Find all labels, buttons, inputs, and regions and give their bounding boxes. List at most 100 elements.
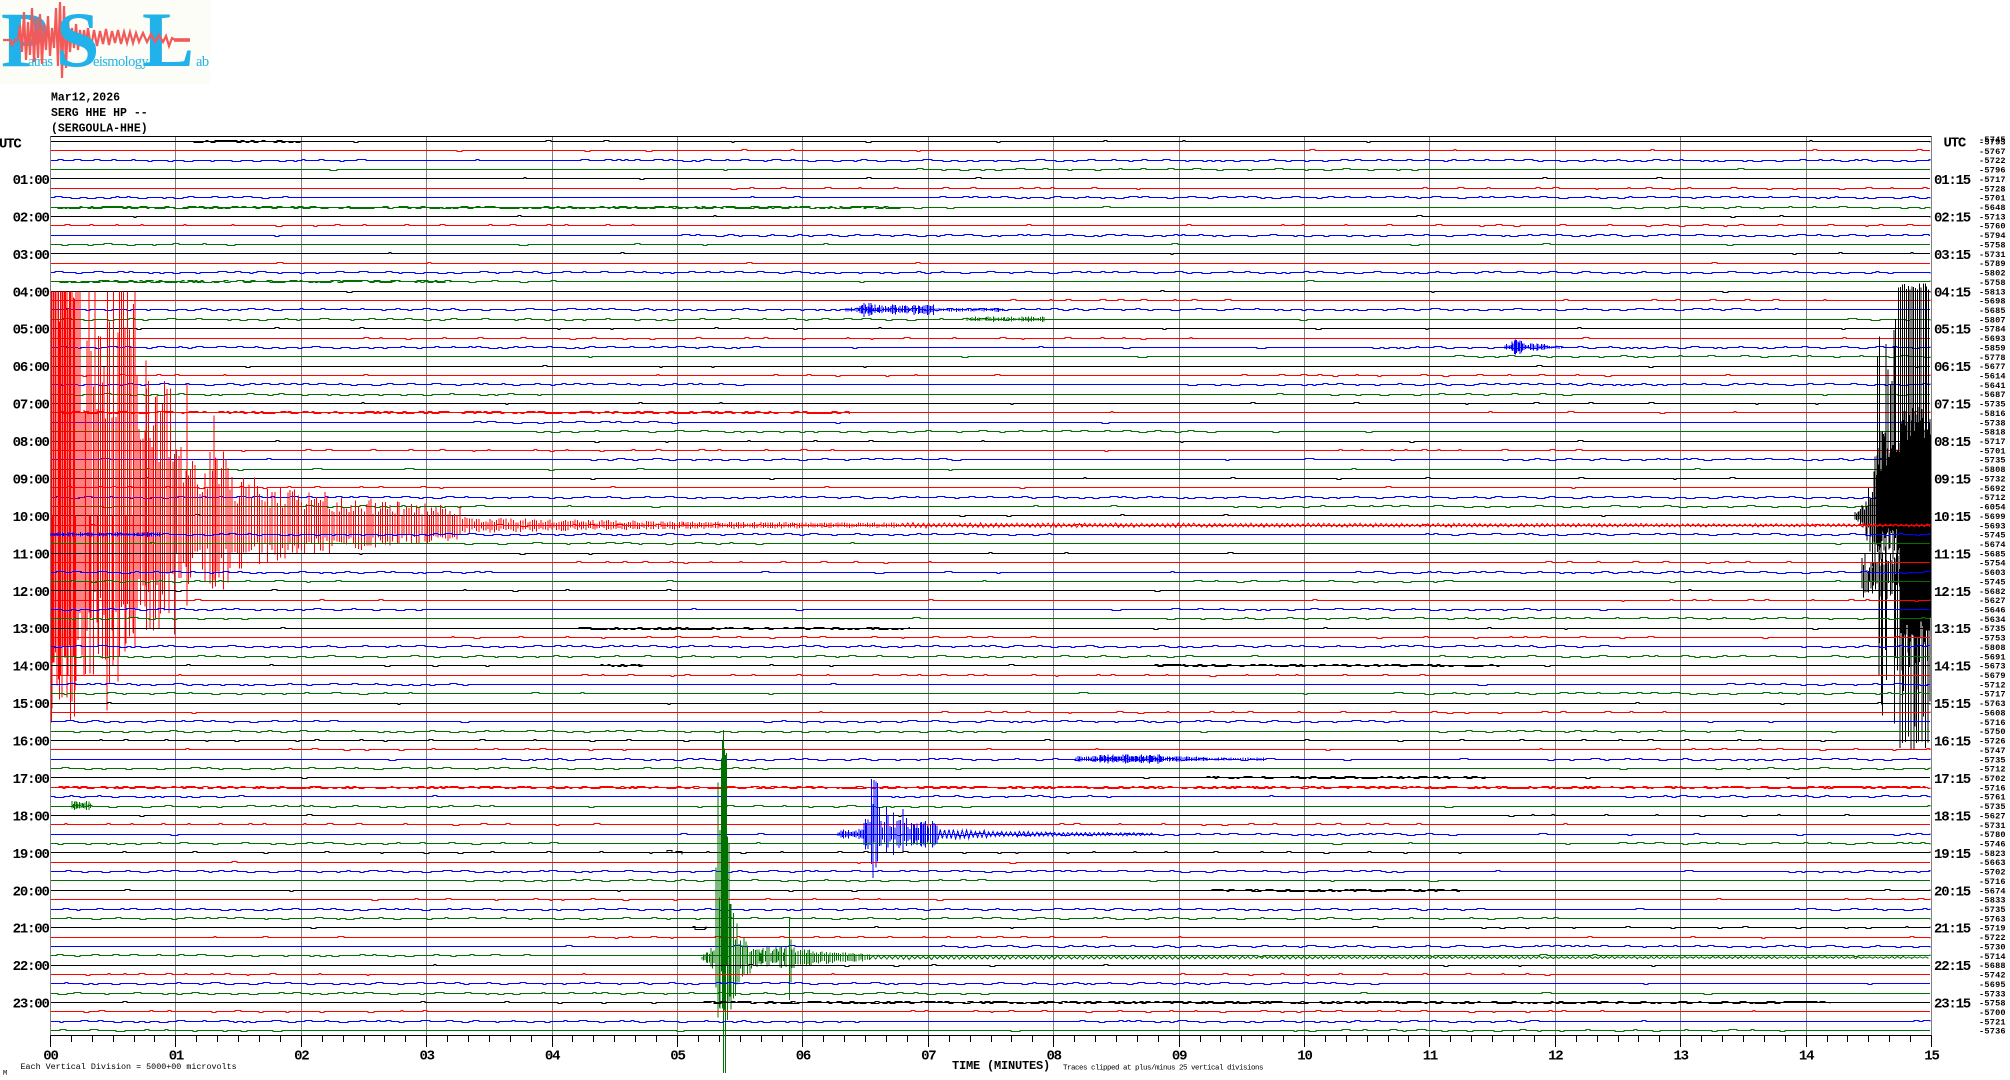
svg-text:-5726: -5726 xyxy=(1979,737,2006,747)
svg-text:-5745: -5745 xyxy=(1979,135,2006,145)
svg-text:02:15: 02:15 xyxy=(1934,210,1971,226)
svg-text:-5699: -5699 xyxy=(1979,512,2006,522)
svg-text:15: 15 xyxy=(1924,1049,1939,1065)
svg-text:-5719: -5719 xyxy=(1979,924,2006,934)
svg-text:-5745: -5745 xyxy=(1979,577,2006,587)
svg-text:00: 00 xyxy=(43,1049,58,1065)
svg-text:-5731: -5731 xyxy=(1979,250,2006,260)
svg-text:-5780: -5780 xyxy=(1979,830,2006,840)
svg-text:-5735: -5735 xyxy=(1979,755,2006,765)
svg-text:-5761: -5761 xyxy=(1979,793,2006,803)
svg-text:01:00: 01:00 xyxy=(13,173,50,189)
svg-text:TIME (MINUTES): TIME (MINUTES) xyxy=(952,1059,1050,1073)
svg-text:-5758: -5758 xyxy=(1979,999,2006,1009)
svg-text:-5717: -5717 xyxy=(1979,437,2006,447)
svg-text:-5687: -5687 xyxy=(1979,390,2006,400)
svg-text:02: 02 xyxy=(294,1049,309,1065)
svg-text:05:00: 05:00 xyxy=(13,323,50,339)
svg-text:-5693: -5693 xyxy=(1979,521,2006,531)
svg-text:-5701: -5701 xyxy=(1979,446,2006,456)
svg-text:-5717: -5717 xyxy=(1979,690,2006,700)
svg-text:11:15: 11:15 xyxy=(1934,547,1971,563)
svg-text:16:15: 16:15 xyxy=(1934,735,1971,751)
svg-text:14:00: 14:00 xyxy=(13,660,50,676)
svg-text:13:15: 13:15 xyxy=(1934,622,1971,638)
svg-text:08:00: 08:00 xyxy=(13,435,50,451)
svg-text:-5813: -5813 xyxy=(1979,287,2006,297)
svg-text:-5816: -5816 xyxy=(1979,409,2006,419)
svg-text:15:15: 15:15 xyxy=(1934,697,1971,713)
svg-text:eismology: eismology xyxy=(93,54,149,70)
svg-text:-5789: -5789 xyxy=(1979,259,2006,269)
svg-text:-5716: -5716 xyxy=(1979,783,2006,793)
svg-text:ab: ab xyxy=(196,54,209,70)
svg-text:-5808: -5808 xyxy=(1979,643,2006,653)
svg-text:-5673: -5673 xyxy=(1979,662,2006,672)
svg-text:-5735: -5735 xyxy=(1979,400,2006,410)
svg-text:-5691: -5691 xyxy=(1979,652,2006,662)
svg-text:12: 12 xyxy=(1548,1049,1563,1065)
svg-text:-5608: -5608 xyxy=(1979,709,2006,719)
svg-text:06:15: 06:15 xyxy=(1934,360,1971,376)
svg-text:-5823: -5823 xyxy=(1979,849,2006,859)
svg-text:-5713: -5713 xyxy=(1979,212,2006,222)
svg-text:-5731: -5731 xyxy=(1979,821,2006,831)
svg-text:15:00: 15:00 xyxy=(13,697,50,713)
svg-text:-5767: -5767 xyxy=(1979,147,2006,157)
svg-text:-5695: -5695 xyxy=(1979,980,2006,990)
svg-text:-5702: -5702 xyxy=(1979,868,2006,878)
svg-text:-5682: -5682 xyxy=(1979,587,2006,597)
svg-text:-5603: -5603 xyxy=(1979,568,2006,578)
svg-text:17:15: 17:15 xyxy=(1934,772,1971,788)
svg-text:-5747: -5747 xyxy=(1979,746,2006,756)
svg-text:-5722: -5722 xyxy=(1979,933,2006,943)
svg-text:20:15: 20:15 xyxy=(1934,884,1971,900)
svg-text:Mar12,2026: Mar12,2026 xyxy=(51,92,120,105)
svg-text:-5714: -5714 xyxy=(1979,952,2006,962)
svg-text:06: 06 xyxy=(796,1049,811,1065)
svg-text:Each Vertical Division = 5000+: Each Vertical Division = 5000+00 microvo… xyxy=(21,1062,237,1072)
svg-text:-5807: -5807 xyxy=(1979,315,2006,325)
svg-text:10:00: 10:00 xyxy=(13,510,50,526)
svg-text:11:00: 11:00 xyxy=(13,547,50,563)
svg-text:22:15: 22:15 xyxy=(1934,959,1971,975)
svg-text:-5701: -5701 xyxy=(1979,194,2006,204)
svg-text:-5763: -5763 xyxy=(1979,699,2006,709)
svg-text:-5692: -5692 xyxy=(1979,484,2006,494)
svg-text:23:15: 23:15 xyxy=(1934,997,1971,1013)
svg-text:-5746: -5746 xyxy=(1979,840,2006,850)
svg-text:-5722: -5722 xyxy=(1979,156,2006,166)
svg-text:-5833: -5833 xyxy=(1979,896,2006,906)
svg-text:-5688: -5688 xyxy=(1979,961,2006,971)
svg-text:-5818: -5818 xyxy=(1979,428,2006,438)
svg-text:05:15: 05:15 xyxy=(1934,323,1971,339)
svg-text:-5685: -5685 xyxy=(1979,549,2006,559)
svg-text:02:00: 02:00 xyxy=(13,210,50,226)
svg-text:UTC: UTC xyxy=(1944,136,1967,152)
svg-text:07:00: 07:00 xyxy=(13,398,50,414)
svg-text:14: 14 xyxy=(1799,1049,1814,1065)
svg-text:-5634: -5634 xyxy=(1979,615,2006,625)
svg-text:-5859: -5859 xyxy=(1979,343,2006,353)
svg-text:19:15: 19:15 xyxy=(1934,847,1971,863)
svg-text:-5702: -5702 xyxy=(1979,774,2006,784)
svg-text:11: 11 xyxy=(1423,1049,1438,1065)
svg-text:12:15: 12:15 xyxy=(1934,585,1971,601)
svg-text:-5627: -5627 xyxy=(1979,596,2006,606)
svg-text:-5728: -5728 xyxy=(1979,184,2006,194)
svg-text:-5717: -5717 xyxy=(1979,175,2006,185)
svg-text:UTC: UTC xyxy=(0,137,22,153)
svg-text:04:00: 04:00 xyxy=(13,285,50,301)
svg-text:10: 10 xyxy=(1297,1049,1312,1065)
svg-text:S: S xyxy=(56,0,99,83)
svg-text:-5674: -5674 xyxy=(1979,886,2006,896)
svg-text:-5794: -5794 xyxy=(1979,231,2006,241)
svg-text:-5685: -5685 xyxy=(1979,306,2006,316)
svg-text:-5712: -5712 xyxy=(1979,680,2006,690)
svg-text:-5745: -5745 xyxy=(1979,531,2006,541)
svg-text:-5614: -5614 xyxy=(1979,372,2006,382)
svg-text:-5784: -5784 xyxy=(1979,325,2006,335)
svg-text:17:00: 17:00 xyxy=(13,772,50,788)
svg-text:18:00: 18:00 xyxy=(13,809,50,825)
svg-text:-5679: -5679 xyxy=(1979,671,2006,681)
